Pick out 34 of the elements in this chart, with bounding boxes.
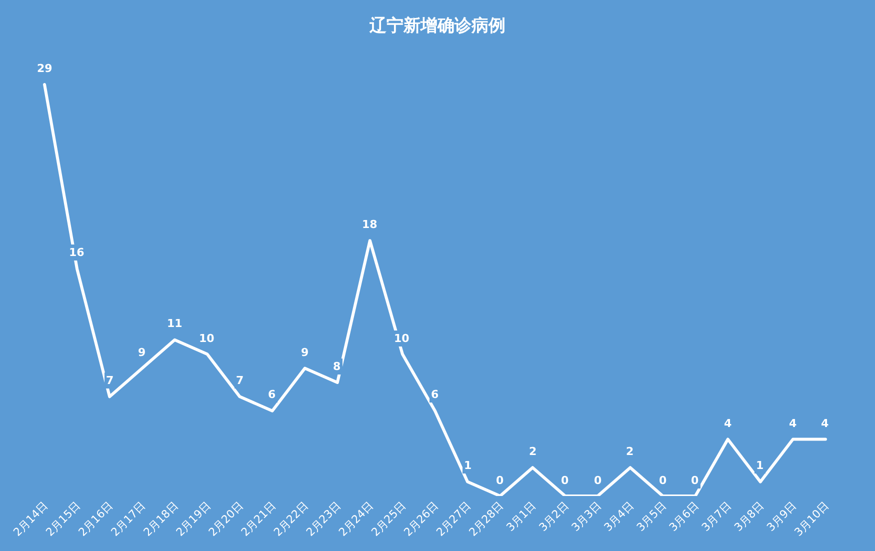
data-label: 0 [561,474,569,487]
data-label: 0 [594,474,602,487]
chart-title: 辽宁新增确诊病例 [368,16,506,36]
data-label: 0 [659,474,667,487]
x-tick-label: 3月3日 [569,499,604,534]
data-label: 1 [464,459,472,472]
x-tick-label: 3月1日 [504,499,539,534]
data-label: 7 [106,374,114,387]
data-label: 0 [691,474,699,487]
data-label: 10 [394,332,410,345]
data-label: 11 [167,317,182,330]
data-label: 4 [724,417,732,430]
data-label: 0 [496,474,504,487]
data-label: 18 [362,218,378,231]
data-label: 8 [333,360,341,373]
data-label: 16 [69,246,85,259]
data-label: 6 [268,388,276,401]
x-tick-label: 3月2日 [536,499,572,534]
x-tick-label: 3月5日 [634,499,669,534]
data-label: 4 [821,417,829,430]
x-tick-label: 3月6日 [666,499,702,534]
x-tick-label: 3月4日 [602,499,636,534]
data-label: 9 [301,346,309,359]
data-label: 10 [199,332,215,345]
data-label: 29 [37,62,52,75]
x-tick-label: 3月7日 [699,499,734,534]
data-label: 2 [529,445,537,458]
data-label: 4 [789,417,797,430]
data-label: 7 [236,374,244,387]
data-label: 6 [431,388,439,401]
data-label: 1 [756,459,764,472]
data-label: 2 [626,445,634,458]
x-tick-label: 3月8日 [732,499,766,534]
data-label: 9 [138,346,146,359]
